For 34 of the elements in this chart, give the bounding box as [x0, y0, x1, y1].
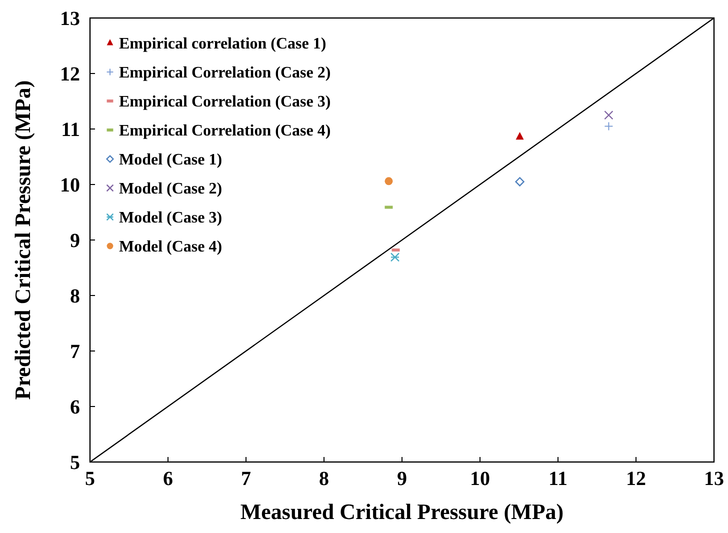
point — [604, 122, 614, 131]
x-tick-label: 10 — [470, 468, 490, 490]
y-tick-label: 7 — [70, 341, 80, 363]
point — [516, 132, 524, 140]
legend-label: Empirical Correlation (Case 4) — [119, 122, 331, 140]
legend-label: Empirical Correlation (Case 3) — [119, 94, 331, 111]
point — [604, 110, 614, 120]
x-tick-label: 5 — [85, 468, 95, 490]
legend-label: Model (Case 4) — [119, 238, 222, 256]
x-tick-label: 8 — [319, 468, 329, 490]
legend-label: Model (Case 3) — [119, 210, 222, 227]
y-tick-label: 11 — [61, 119, 80, 141]
y-tick-label: 10 — [60, 174, 80, 196]
x-tick-label: 12 — [626, 468, 646, 490]
x-tick-label: 6 — [163, 468, 173, 490]
x-tick-label: 9 — [397, 468, 407, 490]
point — [390, 252, 400, 262]
x-tick-label: 11 — [548, 468, 568, 490]
point — [515, 177, 524, 186]
x-axis-title: Measured Critical Pressure (MPa) — [240, 499, 564, 524]
y-tick-label: 8 — [70, 286, 80, 308]
legend-label: Model (Case 1) — [119, 152, 222, 169]
y-tick-label: 5 — [70, 452, 80, 474]
y-tick-label: 13 — [60, 8, 80, 30]
point — [384, 177, 393, 186]
y-tick-label: 6 — [70, 396, 80, 418]
y-tick-label: 12 — [60, 64, 80, 86]
x-tick-label: 13 — [704, 468, 724, 490]
legend-label: Model (Case 2) — [119, 180, 222, 198]
y-tick-label: 9 — [70, 230, 80, 252]
y-axis-title: Predicted Critical Pressure (MPa) — [10, 80, 35, 400]
x-tick-label: 7 — [241, 468, 251, 490]
legend-label: Empirical Correlation (Case 2) — [119, 64, 331, 82]
legend-label: Empirical correlation (Case 1) — [119, 36, 326, 53]
